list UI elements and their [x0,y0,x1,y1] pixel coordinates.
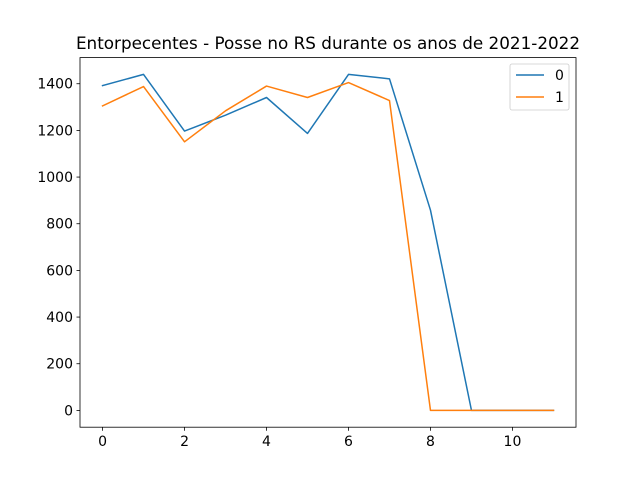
x-tick-label: 6 [344,434,353,450]
y-tick-label: 0 [64,403,73,419]
plot-frame [79,57,577,428]
y-tick-label: 400 [46,310,73,326]
x-tick-label: 10 [504,434,522,450]
y-tick-label: 600 [46,263,73,279]
y-axis: 0 200 400 600 800 1000 1200 1400 [37,77,80,419]
x-tick-label: 0 [98,434,107,450]
x-tick-label: 2 [180,434,189,450]
x-tick-label: 4 [262,434,271,450]
y-tick-label: 1000 [37,170,73,186]
series-line-1 [101,81,555,412]
y-tick-label: 200 [46,357,73,373]
legend-label-series-1: 1 [555,90,564,106]
chart-title: Entorpecentes - Posse no RS durante os a… [76,33,580,53]
legend-label-series-0: 0 [555,68,564,84]
x-axis: 0 2 4 6 8 10 [98,427,521,450]
x-tick-label: 8 [426,434,435,450]
y-tick-label: 1200 [37,123,73,139]
y-tick-label: 1400 [37,77,73,93]
legend: 0 1 [509,63,570,111]
y-tick-label: 800 [46,217,73,233]
series-layer [101,73,555,412]
